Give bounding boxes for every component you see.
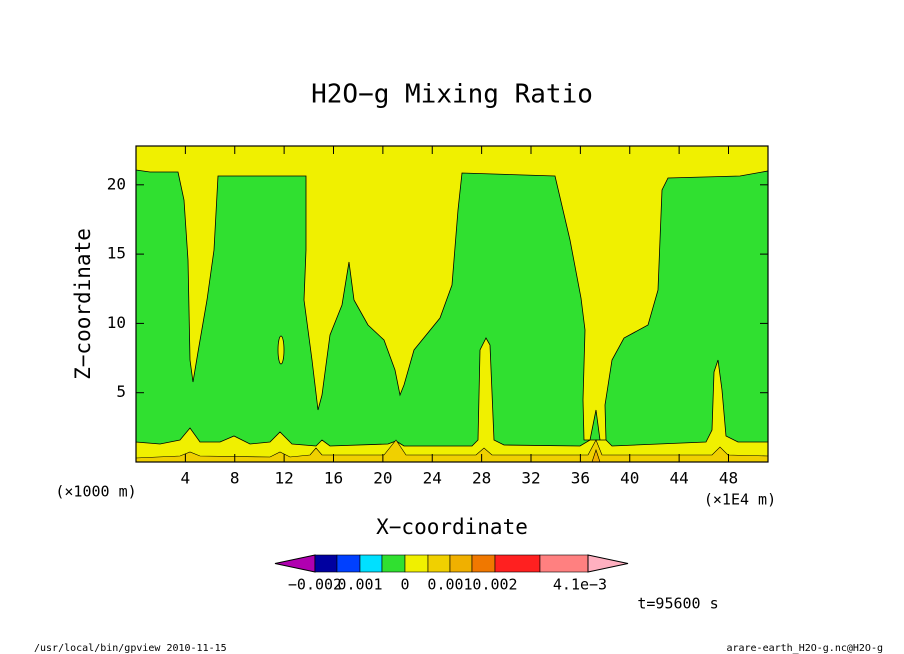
contour-region xyxy=(277,335,285,365)
contour-region xyxy=(135,439,769,463)
colorbar-tick-label: 0.002 xyxy=(472,576,517,594)
contour-region xyxy=(135,169,769,447)
contour-field xyxy=(135,146,769,463)
x-tick-label: 36 xyxy=(571,469,590,488)
time-label: t=95600 s xyxy=(637,595,718,613)
colorbar-tick-label: 4.1e−3 xyxy=(553,576,607,594)
colorbar-swatch xyxy=(359,554,383,573)
y-tick-label: 10 xyxy=(107,313,126,332)
x-tick-label: 20 xyxy=(373,469,392,488)
x-axis-label: X−coordinate xyxy=(376,515,528,539)
colorbar-swatch xyxy=(314,554,338,573)
y-tick-label: 5 xyxy=(116,382,126,401)
x-tick-label: 8 xyxy=(230,469,240,488)
plot-frame xyxy=(135,145,769,463)
colorbar-tick-label: 0 xyxy=(400,576,409,594)
x-tick-label: 12 xyxy=(274,469,293,488)
colorbar-tick-label: 0.001 xyxy=(337,576,382,594)
colorbar-swatch xyxy=(471,554,496,573)
y-tick-label: 15 xyxy=(107,244,126,263)
x-unit: (×1000 m) xyxy=(55,483,136,501)
colorbar-swatch xyxy=(404,554,429,573)
x-tick-label: 24 xyxy=(423,469,442,488)
y-axis-label: Z−coordinate xyxy=(71,228,95,380)
x-tick-label: 28 xyxy=(472,469,491,488)
colorbar-swatch xyxy=(539,554,589,573)
colorbar-swatch xyxy=(449,554,473,573)
footer-right: arare-earth_H2O-g.nc@H2O-g xyxy=(726,643,883,654)
footer-left: /usr/local/bin/gpview 2010-11-15 xyxy=(34,643,227,654)
x-tick-label: 44 xyxy=(669,469,688,488)
x-tick-label: 4 xyxy=(181,469,191,488)
colorbar-swatch xyxy=(494,554,541,573)
colorbar-swatch xyxy=(427,554,451,573)
colorbar-tick-label: 0.001 xyxy=(427,576,472,594)
colorbar-tick-label: −0.002 xyxy=(288,576,342,594)
y-tick-label: 20 xyxy=(107,174,126,193)
colorbar-over xyxy=(587,554,629,573)
x-tick-label: 48 xyxy=(719,469,738,488)
x-tick-label: 16 xyxy=(324,469,343,488)
colorbar-swatch xyxy=(336,554,361,573)
x-scale-note: (×1E4 m) xyxy=(704,491,776,509)
x-tick-label: 32 xyxy=(521,469,540,488)
x-tick-label: 40 xyxy=(620,469,639,488)
colorbar-swatch xyxy=(381,554,406,573)
chart-title: H2O−g Mixing Ratio xyxy=(311,80,593,110)
colorbar-under xyxy=(274,554,316,573)
